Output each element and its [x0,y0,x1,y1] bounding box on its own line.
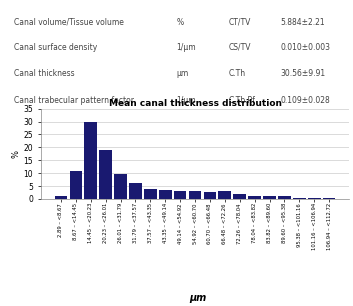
Bar [99,150,112,199]
Bar [204,192,216,199]
Text: %: % [176,17,184,27]
Bar [129,183,142,199]
Text: CS/TV: CS/TV [228,43,251,52]
Text: 30.56±9.91: 30.56±9.91 [280,69,325,78]
Title: Mean canal thickness distribution: Mean canal thickness distribution [108,99,282,108]
Text: Canal surface density: Canal surface density [14,43,97,52]
Bar [144,188,157,199]
Text: 0.109±0.028: 0.109±0.028 [280,96,330,105]
Text: Canal volume/Tissue volume: Canal volume/Tissue volume [14,17,124,27]
Text: μm: μm [176,69,189,78]
Bar [189,191,201,199]
Text: Canal trabecular pattern factor: Canal trabecular pattern factor [14,96,134,105]
Text: μm: μm [189,293,206,303]
Bar [114,174,127,199]
Text: CT/TV: CT/TV [228,17,251,27]
Bar [293,198,306,199]
Bar [55,196,67,199]
Bar [174,191,186,199]
Bar [263,196,276,199]
Bar [84,121,97,199]
Bar [219,191,231,199]
Bar [308,198,321,199]
Bar [233,194,246,199]
Text: C.Th: C.Th [228,69,246,78]
Text: 1/μm: 1/μm [176,96,196,105]
Bar [278,196,291,199]
Bar [248,196,261,199]
Y-axis label: %: % [11,150,20,158]
Text: 5.884±2.21: 5.884±2.21 [280,17,325,27]
Bar [159,190,172,199]
Text: Canal thickness: Canal thickness [14,69,74,78]
Bar [70,170,82,199]
Text: 0.010±0.003: 0.010±0.003 [280,43,330,52]
Bar [323,198,335,199]
Text: C.Tb.Pf: C.Tb.Pf [228,96,255,105]
Text: 1/μm: 1/μm [176,43,196,52]
